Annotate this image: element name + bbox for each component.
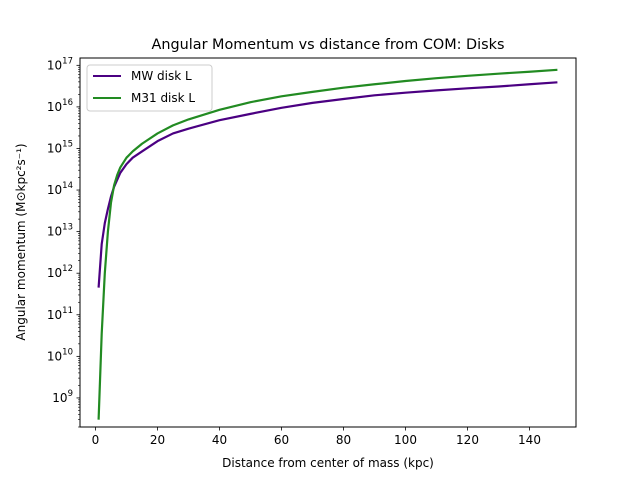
x-tick-label: 120	[456, 433, 479, 447]
legend: MW disk L M31 disk L	[86, 64, 213, 112]
x-tick-label: 20	[150, 433, 165, 447]
axes-frame	[79, 57, 577, 428]
x-axis-label: Distance from center of mass (kpc)	[222, 456, 434, 470]
x-tick-label: 40	[212, 433, 227, 447]
plot-area	[97, 68, 558, 420]
x-axis-ticks: 0 20 40 60 80 100 120 140	[92, 427, 541, 447]
legend-label-m31: M31 disk L	[131, 91, 195, 105]
chart-title: Angular Momentum vs distance from COM: D…	[152, 37, 505, 53]
x-tick-label: 80	[336, 433, 351, 447]
x-tick-label: 60	[274, 433, 289, 447]
x-tick-label: 100	[394, 433, 417, 447]
x-tick-label: 140	[518, 433, 541, 447]
legend-label-mw: MW disk L	[131, 69, 192, 83]
series-line-m31	[97, 68, 558, 420]
y-axis-label: Angular momentum (M⊙kpc²s⁻¹)	[14, 143, 28, 340]
x-tick-label: 0	[92, 433, 100, 447]
